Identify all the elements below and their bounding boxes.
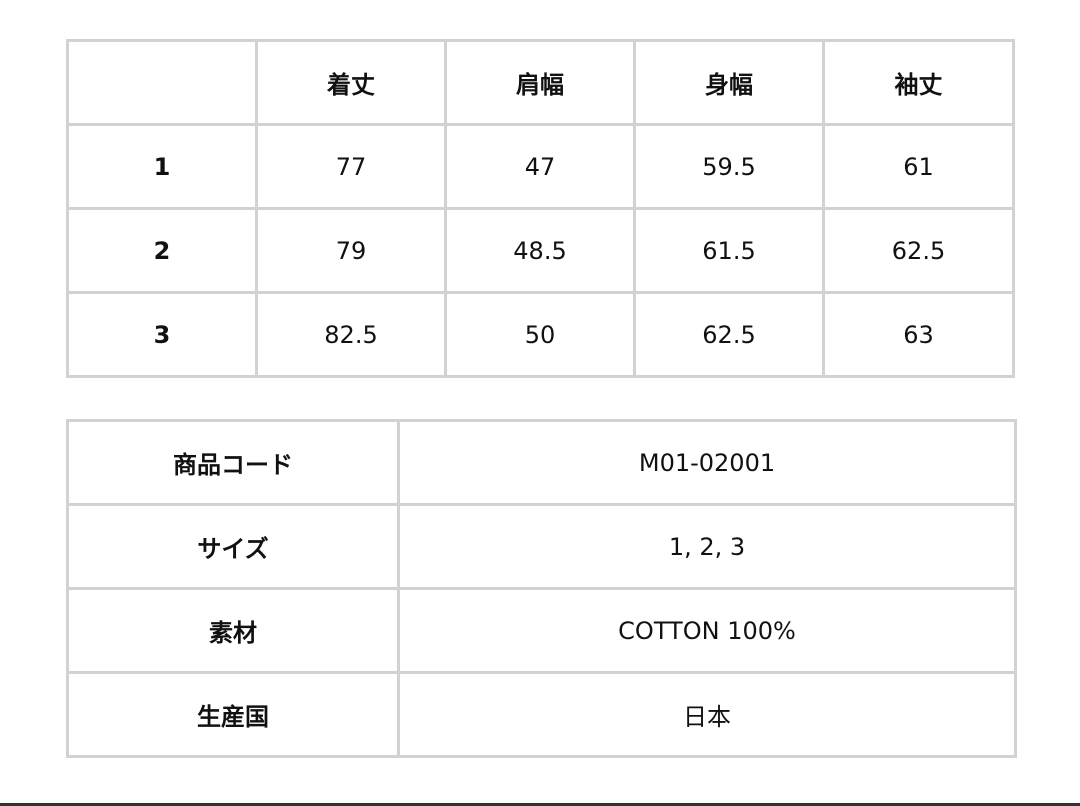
cell: 62.5	[822, 207, 1015, 294]
size-table: 着丈 肩幅 身幅 袖丈 1 77 47 59.5 61 2 79 48.5 61…	[66, 39, 1015, 378]
table-row: 3 82.5 50 62.5 63	[66, 291, 1015, 378]
spec-value: M01-02001	[397, 419, 1017, 506]
table-row: 1 77 47 59.5 61	[66, 123, 1015, 210]
header-chest: 身幅	[633, 39, 825, 126]
cell: 77	[255, 123, 447, 210]
spec-table: 商品コード M01-02001 サイズ 1, 2, 3 素材 COTTON 10…	[66, 419, 1017, 758]
cell: 59.5	[633, 123, 825, 210]
cell: 61	[822, 123, 1015, 210]
header-sleeve: 袖丈	[822, 39, 1015, 126]
spec-label: 生産国	[66, 671, 400, 758]
cell: 82.5	[255, 291, 447, 378]
header-corner	[66, 39, 258, 126]
header-length: 着丈	[255, 39, 447, 126]
cell: 47	[444, 123, 636, 210]
spec-label: サイズ	[66, 503, 400, 590]
cell: 79	[255, 207, 447, 294]
size-table-header-row: 着丈 肩幅 身幅 袖丈	[66, 39, 1015, 126]
spec-row-size: サイズ 1, 2, 3	[66, 503, 1017, 590]
header-shoulder: 肩幅	[444, 39, 636, 126]
cell: 50	[444, 291, 636, 378]
spec-label: 商品コード	[66, 419, 400, 506]
bottom-divider	[0, 803, 1080, 806]
spec-row-product-code: 商品コード M01-02001	[66, 419, 1017, 506]
spec-value: 1, 2, 3	[397, 503, 1017, 590]
spec-value: COTTON 100%	[397, 587, 1017, 674]
spec-value: 日本	[397, 671, 1017, 758]
cell: 61.5	[633, 207, 825, 294]
spec-row-origin: 生産国 日本	[66, 671, 1017, 758]
spec-row-material: 素材 COTTON 100%	[66, 587, 1017, 674]
cell: 62.5	[633, 291, 825, 378]
cell: 48.5	[444, 207, 636, 294]
size-label: 1	[66, 123, 258, 210]
table-row: 2 79 48.5 61.5 62.5	[66, 207, 1015, 294]
cell: 63	[822, 291, 1015, 378]
size-label: 2	[66, 207, 258, 294]
size-label: 3	[66, 291, 258, 378]
spec-label: 素材	[66, 587, 400, 674]
